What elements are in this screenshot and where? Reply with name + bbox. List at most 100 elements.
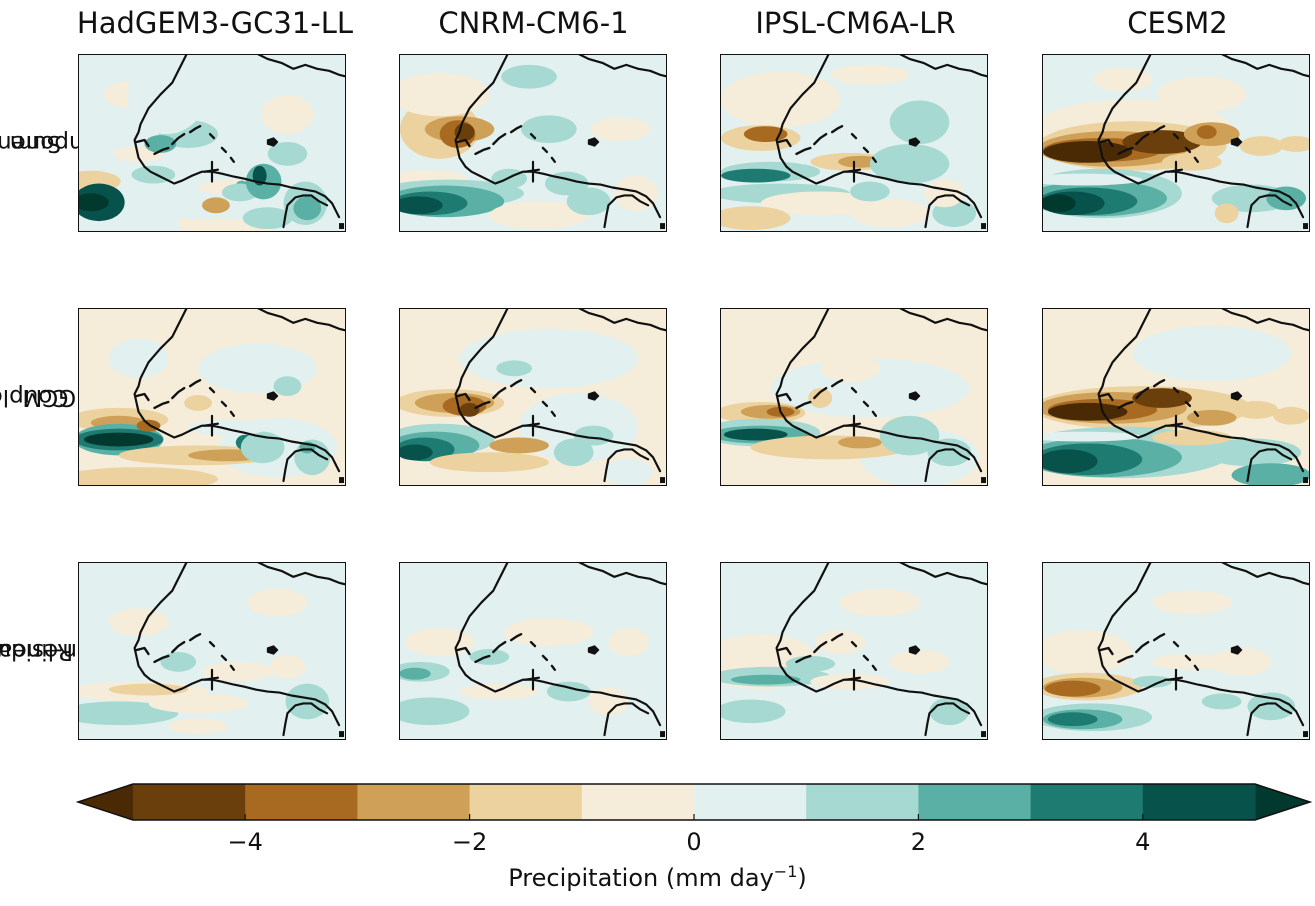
lake-outline bbox=[541, 654, 549, 662]
precipitation-anomaly-contour bbox=[1132, 675, 1173, 688]
lake-outline bbox=[1152, 379, 1166, 388]
coastline-north bbox=[1221, 309, 1309, 332]
precipitation-anomaly-contour bbox=[608, 628, 649, 656]
coastline-south bbox=[1246, 702, 1293, 737]
row-label-2: Residual/Non-linear bbox=[0, 562, 109, 740]
map-panel bbox=[78, 54, 346, 232]
column-title-0: HadGEM3-GC31-LL bbox=[76, 6, 354, 40]
coastline-south bbox=[924, 448, 971, 483]
river-outline bbox=[844, 668, 862, 691]
corner-marker bbox=[339, 223, 345, 230]
lake-outline bbox=[208, 640, 216, 648]
precipitation-anomaly-contour bbox=[614, 175, 659, 212]
lake-outline bbox=[777, 138, 792, 148]
map-panel bbox=[720, 54, 988, 232]
lake-chad bbox=[266, 645, 279, 655]
lake-outline bbox=[135, 138, 150, 148]
precipitation-anomaly-contour bbox=[269, 654, 306, 679]
corner-marker bbox=[1303, 223, 1309, 230]
precipitation-anomaly-contour bbox=[188, 419, 268, 436]
precipitation-anomaly-contour bbox=[160, 651, 197, 672]
precipitation-anomaly-contour bbox=[400, 697, 470, 726]
lake-outline bbox=[1117, 654, 1134, 664]
precipitation-anomaly-contour bbox=[840, 588, 920, 617]
coastline bbox=[775, 563, 983, 727]
river-outline bbox=[1166, 668, 1184, 691]
lake-outline bbox=[1135, 132, 1150, 146]
precipitation-anomaly-contour bbox=[489, 201, 589, 230]
lake-outline bbox=[1135, 386, 1150, 400]
lake-chad bbox=[908, 645, 921, 655]
lake-outline bbox=[850, 640, 858, 648]
lake-chad bbox=[266, 137, 279, 147]
precipitation-anomaly-contour bbox=[1043, 449, 1098, 474]
precipitation-anomaly-contour bbox=[850, 199, 930, 228]
coastline-north bbox=[257, 309, 345, 332]
precipitation-anomaly-contour bbox=[267, 142, 308, 166]
corner-marker bbox=[339, 477, 345, 484]
lake-outline bbox=[509, 633, 523, 642]
corner-marker bbox=[660, 223, 666, 230]
coastline-north bbox=[899, 563, 987, 586]
lake-outline bbox=[777, 392, 792, 402]
precipitation-anomaly-contour bbox=[815, 630, 865, 654]
lake-outline bbox=[492, 132, 507, 146]
coastline bbox=[133, 563, 341, 727]
lake-outline bbox=[529, 640, 537, 648]
coastline-north bbox=[578, 309, 666, 332]
map-svg bbox=[1043, 55, 1309, 231]
coastline-south bbox=[1246, 194, 1293, 229]
colorbar-segment bbox=[245, 784, 358, 820]
lake-outline bbox=[135, 392, 150, 402]
coastline bbox=[133, 55, 341, 219]
map-panel bbox=[720, 562, 988, 740]
precipitation-anomaly-contour bbox=[1092, 67, 1153, 92]
lake-outline bbox=[1099, 646, 1114, 656]
lake-outline bbox=[1193, 410, 1200, 417]
lake-outline bbox=[1184, 654, 1192, 662]
precipitation-anomaly-contour bbox=[604, 458, 653, 485]
coastline-north bbox=[899, 309, 987, 332]
map-panel bbox=[78, 562, 346, 740]
lake-outline bbox=[171, 640, 186, 654]
column-title-1: CNRM-CM6-1 bbox=[438, 6, 629, 40]
lake-outline bbox=[795, 146, 812, 156]
coastline-south bbox=[1246, 448, 1293, 483]
river-outline bbox=[844, 160, 862, 183]
colorbar-segment bbox=[357, 784, 471, 820]
precipitation-anomaly-contour bbox=[83, 432, 154, 447]
lake-outline bbox=[229, 410, 236, 417]
precipitation-anomaly-contour bbox=[521, 115, 577, 143]
precipitation-anomaly-contour bbox=[203, 661, 273, 682]
coastline bbox=[775, 309, 983, 473]
precipitation-anomaly-contour bbox=[273, 376, 302, 397]
lake-outline bbox=[871, 664, 878, 671]
lake-outline bbox=[795, 400, 812, 410]
lake-chad bbox=[587, 391, 600, 401]
colorbar-tick-label: −2 bbox=[451, 828, 488, 856]
lake-outline bbox=[830, 125, 844, 134]
map-svg bbox=[721, 563, 987, 739]
precipitation-anomaly-contour bbox=[148, 693, 248, 714]
precipitation-anomaly-contour bbox=[489, 437, 549, 454]
coastline bbox=[1097, 563, 1305, 727]
lake-outline bbox=[862, 146, 870, 154]
lake-outline bbox=[830, 633, 844, 642]
coastline-south bbox=[924, 702, 971, 737]
lake-outline bbox=[1184, 146, 1192, 154]
corner-marker bbox=[1303, 477, 1309, 484]
lake-outline bbox=[474, 400, 491, 410]
precipitation-anomaly-contour bbox=[1047, 402, 1128, 421]
lake-chad bbox=[587, 137, 600, 147]
precipitation-anomaly-contour bbox=[546, 681, 591, 702]
precipitation-anomaly-contour bbox=[1152, 653, 1232, 670]
precipitation-anomaly-contour bbox=[889, 100, 950, 144]
coastline-south bbox=[282, 702, 329, 737]
lake-outline bbox=[208, 132, 216, 140]
precipitation-anomaly-contour bbox=[1043, 431, 1143, 442]
lake-outline bbox=[509, 379, 523, 388]
lake-outline bbox=[1172, 132, 1180, 140]
lake-outline bbox=[474, 654, 491, 664]
precipitation-anomaly-contour bbox=[519, 393, 639, 463]
lake-chad bbox=[1230, 137, 1243, 147]
